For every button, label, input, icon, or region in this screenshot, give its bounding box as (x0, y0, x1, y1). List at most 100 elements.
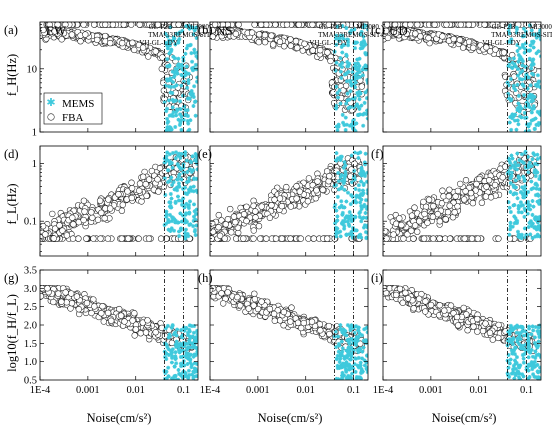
fba-point (250, 227, 257, 234)
mems-point (356, 156, 361, 161)
mems-point (530, 71, 535, 76)
mems-point (506, 28, 511, 33)
mems-point (182, 104, 187, 109)
mems-point (179, 219, 184, 224)
mems-point (347, 223, 352, 228)
mems-point (179, 72, 184, 77)
mems-point (186, 121, 191, 126)
fba-point (298, 324, 305, 332)
fba-point (227, 205, 234, 213)
mems-point (536, 81, 541, 86)
mems-point (358, 171, 363, 176)
mems-point (171, 80, 176, 85)
fba-point (476, 175, 483, 183)
mems-point (360, 67, 365, 72)
fba-point (297, 235, 304, 242)
mems-point (349, 345, 354, 350)
points-b (210, 22, 368, 132)
mems-point (359, 173, 364, 178)
mems-point (514, 163, 519, 168)
mems-point (169, 376, 174, 380)
mems-point (348, 357, 353, 362)
mems-point (532, 225, 537, 230)
fba-point (287, 203, 295, 210)
mems-point (189, 160, 194, 165)
fba-point (473, 180, 480, 188)
instrument-annotation: TMA-33 (318, 31, 343, 39)
mems-point (529, 118, 534, 123)
mems-point (517, 109, 522, 114)
mems-point (529, 223, 534, 228)
fba-point (461, 196, 468, 203)
mems-point (507, 120, 512, 125)
fba-point (124, 188, 131, 195)
mems-point (530, 39, 535, 44)
mems-point (525, 96, 530, 101)
mems-point (338, 326, 343, 331)
mems-point (189, 365, 194, 370)
fba-point (82, 31, 89, 38)
mems-point (529, 110, 534, 115)
mems-point (532, 94, 537, 99)
mems-point (174, 150, 179, 155)
mems-point (528, 43, 533, 48)
mems-point (338, 353, 343, 358)
mems-point (195, 374, 198, 379)
fba-point (51, 225, 59, 232)
fba-point (492, 46, 499, 53)
mems-point (184, 24, 189, 29)
mems-point (174, 110, 179, 115)
mems-point (192, 47, 197, 52)
fba-point (446, 186, 453, 193)
mems-point (340, 64, 345, 69)
mems-point (347, 364, 352, 369)
fba-point (483, 183, 490, 190)
mems-point (519, 210, 524, 215)
mems-point (189, 93, 194, 98)
mems-point (512, 118, 517, 123)
mems-point (516, 93, 521, 98)
mems-point (183, 150, 188, 155)
fba-point (143, 192, 150, 199)
mems-point (526, 102, 531, 107)
fba-point (145, 53, 152, 60)
mems-point (509, 114, 514, 119)
mems-point (507, 232, 512, 237)
mems-point (192, 99, 197, 104)
fba-point (443, 22, 450, 28)
mems-point (183, 51, 188, 56)
mems-point (191, 168, 196, 173)
fba-point (89, 214, 96, 221)
mems-point (523, 41, 528, 46)
mems-point (353, 46, 358, 51)
fba-point (421, 210, 428, 218)
mems-point (534, 122, 539, 127)
fba-point (211, 22, 219, 28)
mems-point (172, 332, 177, 337)
mems-point (337, 359, 342, 364)
mems-point (163, 354, 168, 359)
fba-point (489, 22, 496, 28)
mems-point (527, 164, 532, 169)
mems-point (350, 347, 355, 352)
mems-point (535, 152, 540, 157)
mems-point (357, 63, 362, 68)
fba-point (77, 38, 84, 45)
fba-point (245, 305, 252, 312)
fba-point (261, 38, 269, 46)
instrument-annotation: VH-GL-LDY (309, 39, 348, 47)
mems-point (183, 212, 188, 217)
mems-point (361, 34, 366, 39)
mems-point (527, 105, 532, 110)
mems-point (532, 168, 537, 173)
mems-point (187, 353, 192, 358)
mems-point (192, 374, 197, 379)
mems-point (179, 127, 184, 132)
mems-point (526, 75, 531, 80)
mems-point (194, 207, 198, 212)
mems-point (164, 40, 169, 45)
mems-point (510, 156, 515, 161)
mems-point (344, 199, 349, 204)
mems-point (165, 127, 170, 132)
mems-point (341, 327, 346, 332)
